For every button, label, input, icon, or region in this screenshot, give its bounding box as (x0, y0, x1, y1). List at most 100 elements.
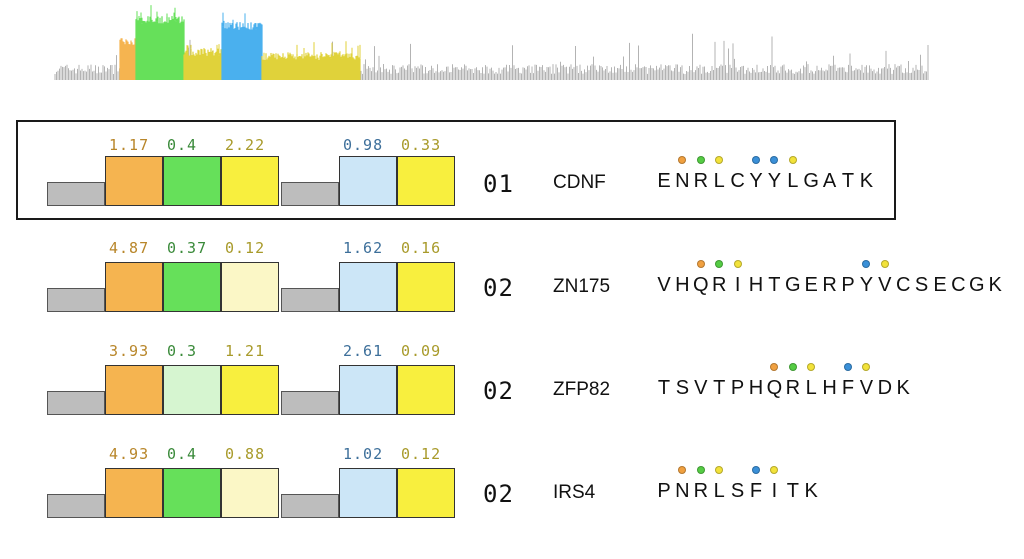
sequence-residue: H (675, 274, 690, 296)
score-block (163, 365, 221, 415)
score-value: 0.12 (225, 239, 266, 257)
fragment-marker (880, 260, 889, 268)
rank-label: 01 (483, 170, 514, 198)
score-block (105, 156, 163, 206)
gap-segment (281, 494, 339, 518)
sequence-residue: P (841, 274, 855, 296)
score-value: 0.98 (343, 136, 384, 154)
score-value: 4.93 (109, 445, 150, 463)
gap-segment (281, 182, 339, 206)
fragment-marker (844, 363, 852, 371)
match-row[interactable]: 4.87 0.37 0.12 1.62 0.16 02 ZN175 V H Q R I H T G E R P Y V… (0, 224, 1024, 324)
sequence-residue: H (748, 377, 764, 399)
sequence-residue: Q (766, 377, 783, 399)
gap-segment (281, 288, 339, 312)
match-row[interactable]: 3.93 0.3 1.21 2.61 0.09 02 ZFP82 T S V T P H Q R L H F V D K (0, 327, 1024, 427)
fragment-marker (715, 466, 724, 474)
gap-segment (47, 494, 105, 518)
fragment-marker (678, 156, 687, 164)
sequence-residue: D (877, 377, 893, 399)
fragment-marker (696, 260, 705, 268)
sequence-residue: Y (749, 170, 763, 192)
sequence-residue: G (803, 170, 819, 192)
score-block (163, 262, 221, 312)
sequence-residue: P (657, 480, 671, 502)
score-value: 1.62 (343, 239, 384, 257)
sequence-residue: S (730, 480, 745, 502)
score-value: 2.22 (225, 136, 266, 154)
sequence-residue: Y (859, 274, 874, 296)
sequence-residue: N (675, 480, 690, 502)
score-block (339, 365, 397, 415)
fragment-marker (862, 363, 871, 371)
score-value: 0.33 (401, 136, 442, 154)
gap-segment (47, 182, 105, 206)
spectrum-region-blue (221, 12, 263, 80)
rank-label: 02 (483, 480, 514, 508)
score-value: 1.17 (109, 136, 150, 154)
score-block (397, 156, 455, 206)
score-value: 0.88 (225, 445, 266, 463)
sequence-residue: C (951, 274, 966, 296)
rank-label: 02 (483, 274, 514, 302)
sequence-residue: V (859, 377, 874, 399)
score-block (221, 156, 279, 206)
sequence-residue: L (713, 170, 725, 192)
score-value: 0.3 (167, 342, 198, 360)
sequence-residue: R (693, 170, 709, 192)
score-value: 4.87 (109, 239, 150, 257)
sequence-residue: T (657, 377, 671, 399)
sequence-residue: Y (767, 170, 782, 192)
sequence-residue: H (748, 274, 764, 296)
sequence-residue: L (713, 480, 725, 502)
score-value: 0.4 (167, 136, 198, 154)
sequence-residue: R (711, 274, 727, 296)
sequence-residue: S (675, 377, 690, 399)
score-value: 0.09 (401, 342, 442, 360)
gene-name: CDNF (553, 172, 606, 193)
sequence-residue: V (694, 377, 708, 399)
fragment-marker (807, 363, 816, 371)
score-block (221, 468, 279, 518)
fragment-marker (678, 466, 687, 474)
gene-name: IRS4 (553, 482, 596, 503)
sequence-residue: F (749, 480, 763, 502)
sequence-residue: C (730, 170, 745, 192)
fragment-marker (788, 363, 797, 371)
sequence-residue: K (896, 377, 910, 399)
fragment-marker (752, 466, 760, 474)
sequence-residue: P (730, 377, 745, 399)
match-row[interactable]: 4.93 0.4 0.88 1.02 0.12 02 IRS4 P N R L S F I T K (0, 430, 1024, 530)
score-block (163, 468, 221, 518)
score-block (397, 262, 455, 312)
score-value: 0.16 (401, 239, 442, 257)
score-value: 1.21 (225, 342, 266, 360)
sequence-residue: R (822, 274, 837, 296)
fragment-marker (752, 156, 760, 164)
sequence-residue: T (768, 274, 781, 296)
selected-row-frame (16, 120, 896, 220)
score-block (221, 365, 279, 415)
sequence-residue: T (841, 170, 855, 192)
score-value: 3.93 (109, 342, 150, 360)
sequence-residue: E (933, 274, 947, 296)
score-block (163, 156, 221, 206)
score-block (221, 262, 279, 312)
fragment-marker (770, 363, 779, 371)
gene-name: ZN175 (553, 276, 611, 297)
sequence-residue: K (859, 170, 874, 192)
fragment-marker (770, 156, 779, 164)
sequence-residue: E (804, 274, 818, 296)
sequence-residue: L (787, 170, 799, 192)
sequence-residue: I (734, 274, 741, 296)
match-row[interactable]: 1.17 0.4 2.22 0.98 0.33 01 CDNF E N R L C Y Y L G A T K (0, 120, 1024, 220)
sequence-residue: L (805, 377, 817, 399)
score-block (105, 365, 163, 415)
rank-label: 02 (483, 377, 514, 405)
sequence-residue: R (693, 480, 709, 502)
spectrum-region-orange (119, 38, 137, 80)
fragment-marker (715, 260, 724, 268)
score-block (339, 262, 397, 312)
sequence-residue: F (841, 377, 855, 399)
fragment-marker (696, 156, 705, 164)
